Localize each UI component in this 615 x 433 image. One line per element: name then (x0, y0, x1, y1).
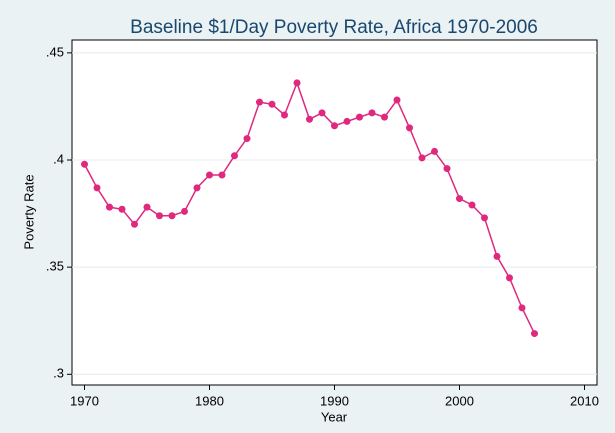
data-point (531, 330, 538, 338)
data-point (181, 207, 188, 215)
data-point (206, 171, 213, 179)
y-tick-label: .4 (53, 151, 64, 166)
data-point (468, 201, 476, 209)
data-point (118, 205, 126, 213)
data-point (393, 96, 401, 104)
x-tick-label: 2000 (445, 393, 474, 408)
data-point (268, 100, 276, 108)
data-point (106, 203, 113, 211)
x-tick-label: 1970 (70, 393, 99, 408)
data-point (306, 115, 313, 123)
x-tick-label: 2010 (570, 393, 599, 408)
data-point (356, 113, 363, 121)
data-point (168, 212, 176, 220)
data-point (193, 184, 201, 192)
data-point (481, 214, 488, 222)
data-point (406, 124, 413, 132)
chart-title: Baseline $1/Day Poverty Rate, Africa 197… (130, 17, 538, 38)
data-point (518, 304, 526, 312)
y-axis-label: Poverty Rate (21, 174, 36, 249)
data-point (331, 122, 338, 130)
data-point (231, 152, 238, 160)
data-point (243, 135, 251, 143)
x-tick-label: 1990 (320, 393, 349, 408)
data-point (93, 184, 101, 192)
data-point (143, 203, 151, 211)
data-point (443, 165, 451, 173)
y-tick-label: .3 (53, 366, 64, 381)
data-point (131, 220, 138, 228)
data-point (381, 113, 388, 121)
data-point (343, 117, 351, 125)
data-point (156, 212, 163, 220)
data-point (218, 171, 226, 179)
x-axis-label: Year (321, 409, 348, 424)
data-point (293, 79, 301, 87)
data-point (418, 154, 426, 162)
data-point (506, 274, 513, 282)
data-point (493, 252, 501, 260)
data-point (456, 195, 463, 203)
data-point (256, 98, 263, 106)
y-tick-label: .45 (46, 44, 64, 59)
data-point (318, 109, 326, 117)
data-point (431, 147, 438, 155)
plot-area (71, 39, 598, 386)
y-tick-label: .35 (46, 259, 64, 274)
data-point (281, 111, 288, 119)
data-point (81, 160, 88, 168)
data-point (368, 109, 376, 117)
x-tick-label: 1980 (195, 393, 224, 408)
